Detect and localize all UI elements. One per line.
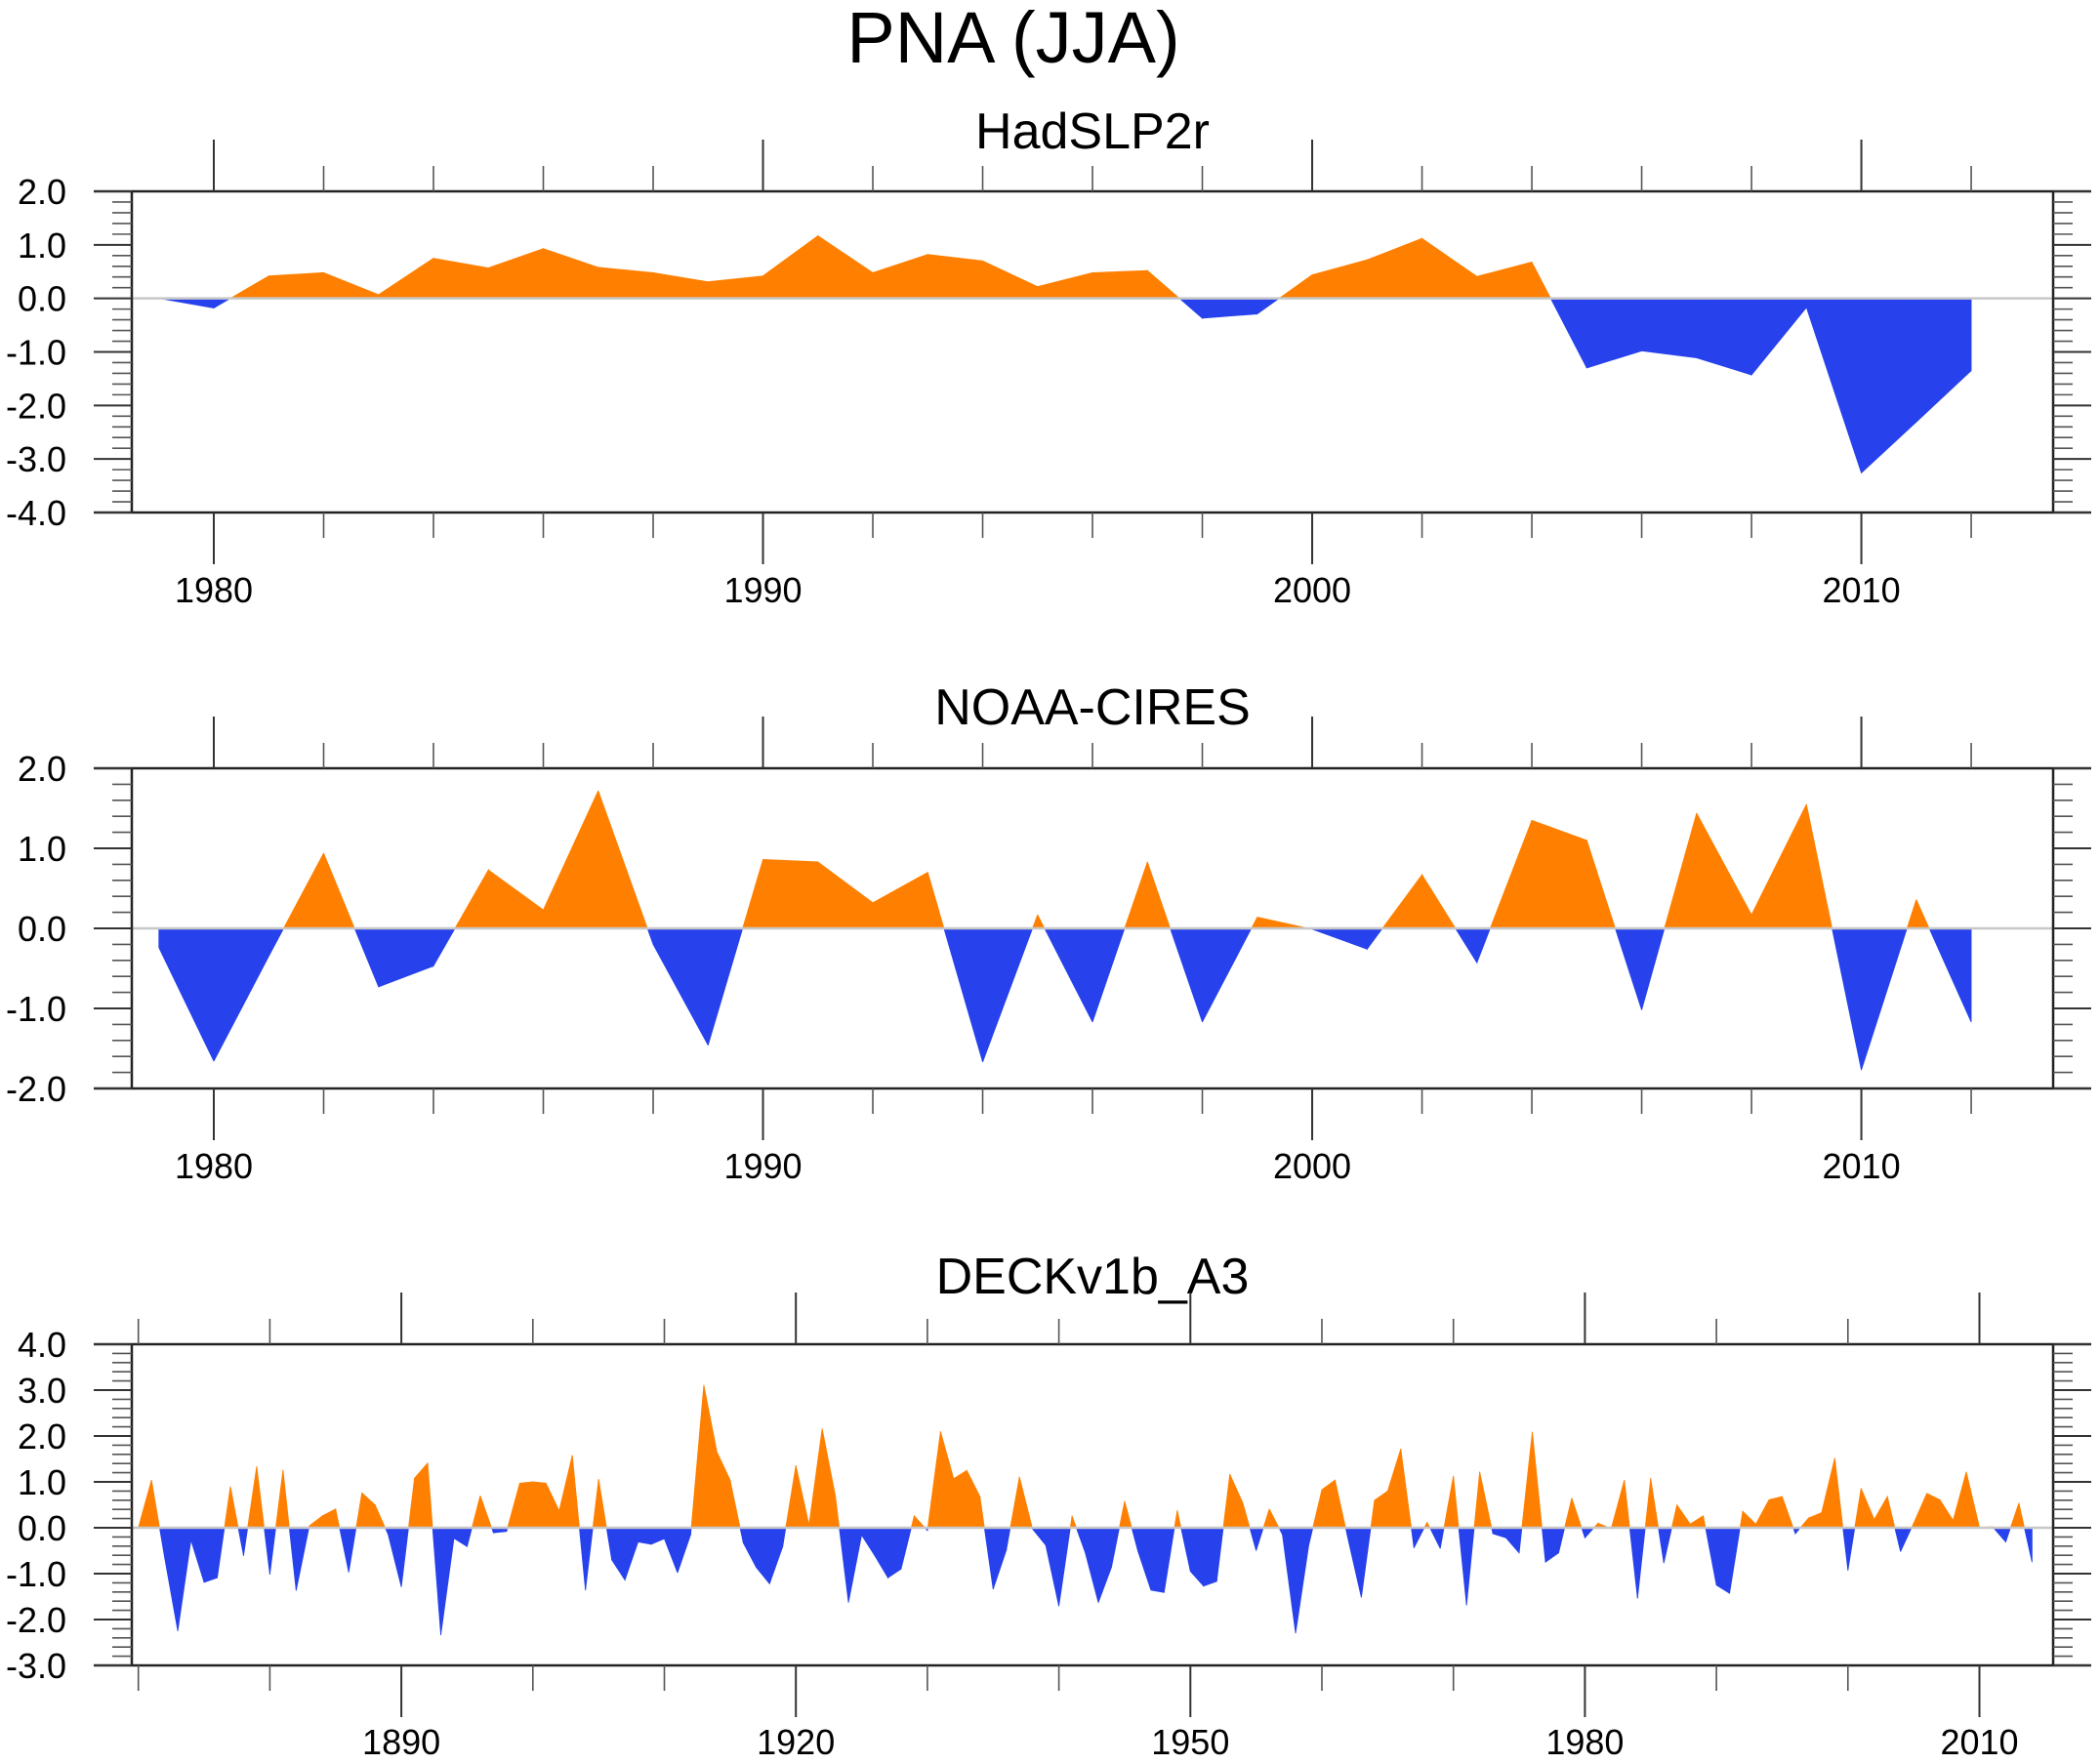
y-tick-label: 2.0 (18, 172, 66, 212)
x-tick-label: 2010 (1823, 570, 1901, 610)
y-tick-label: -3.0 (6, 1646, 66, 1686)
negative-area (887, 1527, 902, 1579)
panel-title: NOAA-CIRES (934, 679, 1251, 736)
negative-area (638, 1527, 652, 1545)
y-tick-label: 1.0 (18, 226, 66, 266)
negative-area (203, 1527, 218, 1583)
x-tick-label: 1990 (723, 1146, 802, 1186)
y-tick-label: -1.0 (6, 333, 66, 373)
x-tick-label: 2000 (1273, 1146, 1351, 1186)
x-tick-label: 1980 (175, 570, 253, 610)
x-tick-label: 1890 (362, 1722, 440, 1762)
positive-area (532, 1481, 547, 1529)
positive-area (953, 1469, 968, 1529)
panel-noaa-cires: NOAA-CIRES 2.0 1.0 0.0 -1.0 -2.0 1980 1990 2000… (6, 679, 2091, 1186)
positive-area (1926, 1493, 1941, 1529)
x-tick-label: 2010 (1823, 1146, 1901, 1186)
negative-area (1715, 1527, 1730, 1594)
x-tick-label: 2000 (1273, 570, 1351, 610)
y-tick-label: 0.0 (18, 909, 66, 949)
positive-area (1091, 269, 1148, 300)
y-tick-label: -3.0 (6, 439, 66, 479)
y-tick-label: -2.0 (6, 386, 66, 426)
negative-area (1150, 1527, 1165, 1593)
y-tick-label: 1.0 (18, 829, 66, 869)
panel-title: DECKv1b_A3 (936, 1249, 1250, 1305)
positive-area (762, 859, 819, 929)
y-tick-label: 2.0 (18, 749, 66, 789)
y-tick-label: 3.0 (18, 1371, 66, 1411)
negative-area (1203, 1527, 1217, 1587)
x-tick-label: 1950 (1151, 1722, 1229, 1762)
y-tick-label: 0.0 (18, 1508, 66, 1548)
y-tick-label: -4.0 (6, 493, 66, 533)
positive-area (518, 1481, 534, 1529)
y-tick-label: -2.0 (6, 1600, 66, 1640)
x-tick-label: 1980 (175, 1146, 253, 1186)
panel-title: HadSLP2r (975, 103, 1210, 160)
positive-area (926, 254, 983, 300)
positive-area (268, 271, 324, 300)
y-tick-label: -2.0 (6, 1069, 66, 1109)
y-tick-label: -1.0 (6, 989, 66, 1029)
x-tick-label: 1990 (723, 570, 802, 610)
y-tick-label: 2.0 (18, 1416, 66, 1456)
y-tick-label: 1.0 (18, 1462, 66, 1502)
positive-area (1768, 1496, 1783, 1529)
panel-deckv1b-a3: DECKv1b_A3 4.0 3.0 2.0 1.0 0.0 -1.0 -2.0 -3.0 18… (6, 1249, 2091, 1762)
x-tick-label: 1920 (757, 1722, 835, 1762)
positive-area (597, 267, 654, 300)
y-tick-label: 4.0 (18, 1325, 66, 1365)
x-tick-label: 1980 (1545, 1722, 1624, 1762)
panel-hadslp2r: HadSLP2r 2.0 1.0 0.0 -1.0 -2.0 -3.0 -4.0 1980 19… (6, 103, 2091, 610)
figure-title: PNA (JJA) (846, 0, 1179, 78)
y-tick-label: -1.0 (6, 1554, 66, 1594)
y-tick-label: 0.0 (18, 279, 66, 319)
negative-area (1641, 298, 1698, 358)
x-tick-label: 2010 (1940, 1722, 2018, 1762)
